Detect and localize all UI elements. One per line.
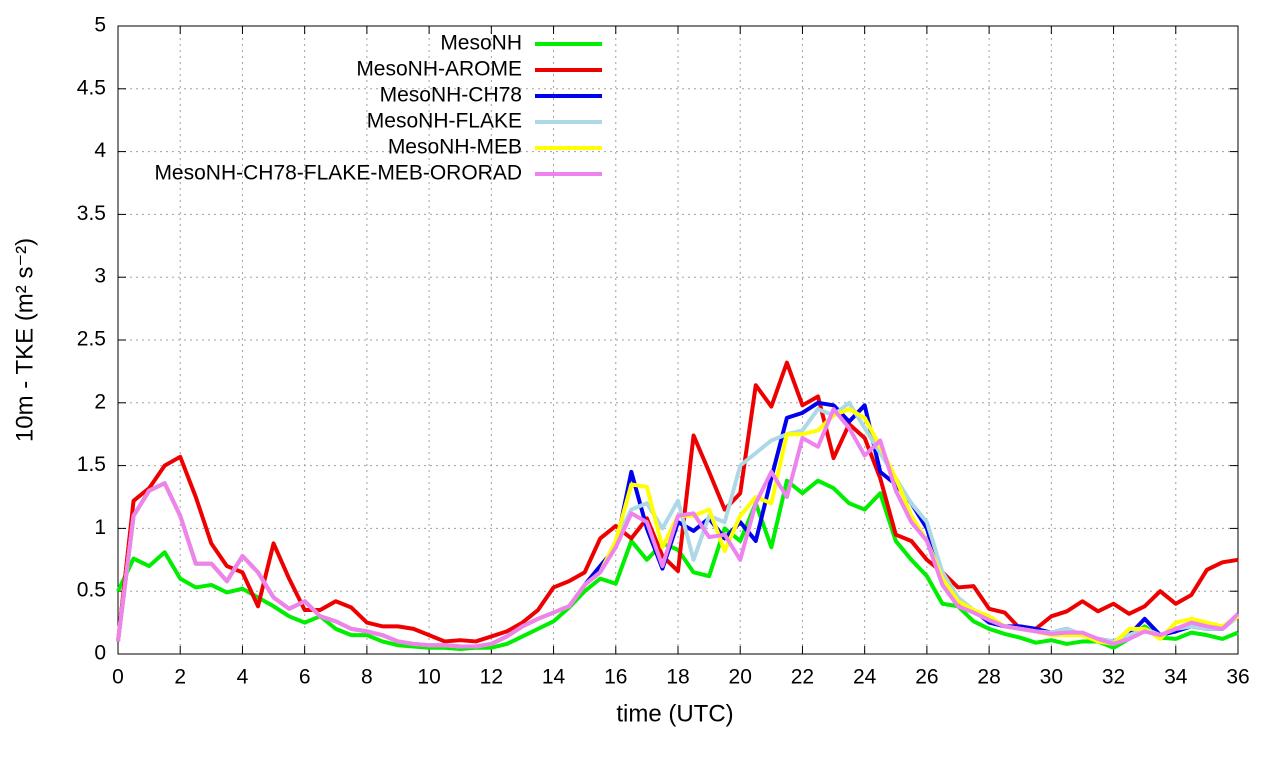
x-tick-label: 16 [604,666,627,689]
y-tick-label: 4.5 [77,76,106,99]
y-tick-label: 2 [94,390,106,413]
legend-label: MesoNH-CH78-FLAKE-MEB-ORORAD [154,162,522,185]
x-tick-label: 4 [237,666,249,689]
x-tick-label: 28 [977,666,1000,689]
data-line [116,360,1239,644]
x-tick-label: 34 [1164,666,1188,689]
legend-label: MesoNH [440,32,522,55]
x-tick-label: 32 [1102,666,1125,689]
legend-label: MesoNH-MEB [388,136,522,159]
y-tick-label: 0.5 [77,579,106,602]
y-tick-label: 3 [94,265,106,288]
y-tick-label: 0 [94,642,106,665]
x-tick-label: 0 [112,666,124,689]
x-tick-label: 14 [542,666,566,689]
x-axis-label: time (UTC) [616,700,733,727]
plot-frame [117,25,1239,655]
y-axis-label: 10m - TKE (m² s⁻²) [11,238,38,442]
x-tick-label: 22 [791,666,814,689]
y-tick-label: 5 [94,14,106,37]
y-tick-label: 4 [94,139,106,162]
data-line [116,407,1240,649]
y-tick-label: 3.5 [77,202,106,225]
x-tick-label: 26 [915,666,938,689]
x-tick-label: 2 [174,666,186,689]
legend-label: MesoNH-AROME [356,58,522,81]
data-line [116,478,1239,651]
x-tick-label: 30 [1040,666,1063,689]
legend-label: MesoNH-CH78 [380,84,522,107]
x-tick-label: 20 [729,666,752,689]
x-tick-label: 18 [666,666,689,689]
x-tick-label: 6 [299,666,311,689]
x-tick-label: 36 [1226,666,1249,689]
y-tick-label: 1 [94,516,106,539]
x-tick-label: 10 [417,666,440,689]
x-tick-label: 8 [361,666,373,689]
x-tick-label: 24 [853,666,877,689]
x-tick-label: 12 [480,666,503,689]
y-tick-label: 2.5 [77,328,106,351]
legend-label: MesoNH-FLAKE [367,110,522,133]
y-tick-label: 1.5 [77,453,106,476]
